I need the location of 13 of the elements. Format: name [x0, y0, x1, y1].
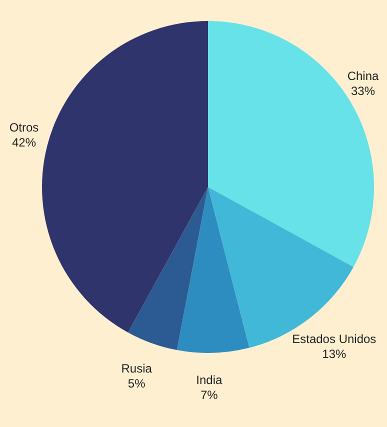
- data-label: 5%: [128, 376, 146, 390]
- data-label: 13%: [322, 346, 346, 361]
- slice-label: Otros: [9, 120, 39, 134]
- slice-label: India: [196, 372, 222, 387]
- pie-slice: [128, 187, 208, 350]
- data-label: 7%: [200, 388, 218, 402]
- pie-slice: [42, 21, 208, 332]
- slice-label: China: [347, 69, 379, 84]
- slice-label: Estados Unidos: [292, 332, 376, 346]
- slice-label: Rusia: [121, 361, 152, 376]
- data-label: 33%: [350, 84, 376, 98]
- pie-slice: [176, 187, 250, 353]
- data-label: 42%: [12, 135, 36, 150]
